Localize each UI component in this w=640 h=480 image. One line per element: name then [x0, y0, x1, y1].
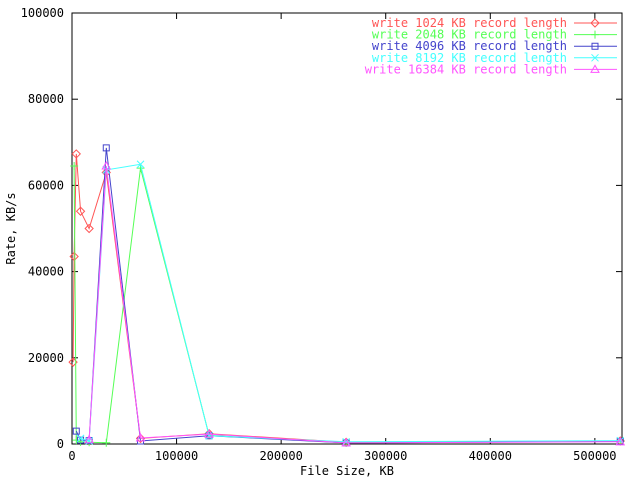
y-tick-label: 60000: [28, 178, 64, 192]
legend-marker-cross-icon: [591, 53, 599, 62]
series-line-write-1024-kb-record-length: [72, 153, 621, 443]
legend-label: write 1024 KB record length: [372, 16, 567, 30]
series-line-write-4096-kb-record-length: [75, 147, 621, 444]
series-line-write-16384-kb-record-length: [88, 165, 621, 444]
series-line-write-8192-kb-record-length: [80, 163, 621, 443]
marker-diamond-icon: [135, 433, 146, 444]
legend-marker-plus-icon: [591, 30, 599, 39]
y-tick-label: 20000: [28, 351, 64, 365]
marker-cross-icon: [136, 160, 145, 169]
legend-label: write 4096 KB record length: [372, 39, 567, 53]
x-tick-label: 100000: [155, 449, 198, 463]
marker-triangle-icon: [135, 432, 146, 442]
legend-marker-triangle-icon: [590, 64, 600, 73]
marker-triangle-icon: [341, 437, 351, 447]
y-axis-label: Rate, KB/s: [4, 192, 18, 264]
marker-diamond-icon: [84, 223, 94, 234]
marker-cross-icon: [76, 434, 85, 443]
plot-border: [71, 12, 623, 445]
x-tick-label: 400000: [469, 449, 512, 463]
marker-cross-icon: [85, 437, 93, 445]
marker-square-icon: [72, 427, 80, 435]
x-tick-label: 200000: [259, 449, 302, 463]
marker-triangle-icon: [101, 160, 112, 170]
y-tick-label: 80000: [28, 92, 64, 106]
marker-diamond-icon: [69, 251, 79, 262]
legend-label: write 8192 KB record length: [372, 51, 567, 65]
legend-marker-square-icon: [591, 42, 599, 50]
marker-triangle-icon: [84, 434, 94, 444]
marker-plus-icon: [102, 438, 111, 447]
x-tick-label: 0: [68, 449, 75, 463]
marker-triangle-icon: [615, 436, 626, 446]
x-tick-label: 300000: [364, 449, 407, 463]
y-tick-label: 100000: [21, 6, 64, 20]
legend-marker-diamond-icon: [590, 18, 600, 28]
legend-label: write 2048 KB record length: [372, 28, 567, 42]
marker-plus-icon: [70, 162, 79, 171]
marker-triangle-icon: [204, 429, 214, 438]
marker-square-icon: [102, 144, 110, 152]
y-tick-label: 40000: [28, 265, 64, 279]
marker-diamond-icon: [75, 206, 86, 216]
series-line-write-2048-kb-record-length: [73, 165, 621, 444]
marker-diamond-icon: [71, 149, 81, 159]
marker-cross-icon: [342, 437, 350, 446]
x-tick-label: 500000: [573, 449, 616, 463]
legend-label: write 16384 KB record length: [365, 62, 567, 76]
x-axis-label: File Size, KB: [300, 464, 394, 478]
y-tick-label: 0: [57, 437, 64, 451]
